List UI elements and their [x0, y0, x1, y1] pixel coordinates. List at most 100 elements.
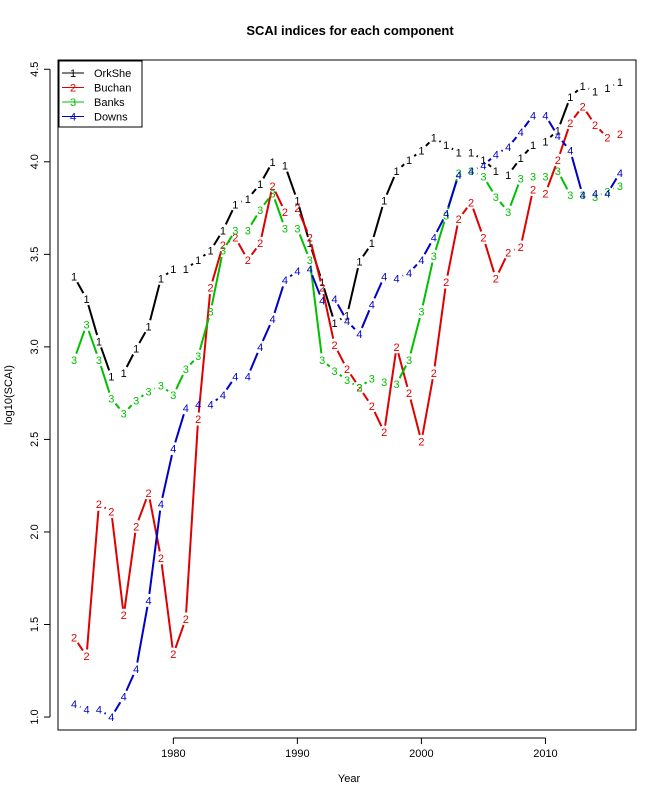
data-point: 3	[555, 166, 561, 178]
data-point: 4	[394, 273, 400, 285]
data-point: 1	[232, 199, 238, 211]
series-segment	[237, 242, 246, 255]
series-segment	[423, 242, 432, 255]
data-point: 1	[617, 77, 623, 89]
series-segment	[561, 140, 567, 147]
data-point: 4	[567, 146, 573, 158]
series-segment	[485, 181, 494, 192]
data-point: 1	[83, 294, 89, 306]
y-tick-label: 2.0	[29, 524, 41, 539]
data-point: 2	[406, 388, 412, 400]
series-segment	[260, 191, 273, 238]
data-point: 1	[220, 225, 226, 237]
data-point: 1	[294, 196, 300, 208]
series-segment	[261, 324, 271, 342]
data-point: 3	[505, 207, 511, 219]
data-point: 2	[257, 238, 263, 250]
data-point: 2	[518, 242, 524, 254]
data-point: 1	[480, 155, 486, 167]
data-point: 1	[468, 148, 474, 160]
data-point: 3	[394, 379, 400, 391]
series-segment	[472, 208, 483, 232]
data-point: 1	[443, 140, 449, 152]
data-point: 3	[108, 394, 114, 406]
series-segment	[336, 350, 345, 364]
plot-frame	[57, 59, 637, 731]
data-point: 4	[493, 149, 499, 161]
series-segment	[140, 394, 144, 398]
series-segment	[573, 110, 580, 119]
data-point: 2	[83, 651, 89, 663]
data-point: 3	[270, 188, 276, 200]
data-point: 4	[270, 314, 276, 326]
legend-item-orkshe: 1 OrkShe	[62, 68, 131, 80]
data-point: 4	[555, 131, 561, 143]
data-point: 4	[332, 294, 338, 306]
data-point: 3	[443, 210, 449, 222]
data-point: 2	[220, 240, 226, 252]
series-segment	[425, 141, 431, 147]
data-point: 1	[555, 125, 561, 137]
data-point: 2	[344, 364, 350, 376]
series-segment	[262, 166, 271, 179]
legend-marker: 2	[70, 83, 76, 95]
series-segment	[213, 235, 221, 246]
data-point: 4	[468, 166, 474, 178]
series-segment	[148, 499, 161, 552]
data-point: 1	[257, 179, 263, 191]
series-segment	[104, 712, 107, 715]
data-point: 4	[108, 712, 114, 724]
series-segment	[434, 221, 446, 251]
series-segment	[524, 149, 530, 155]
data-point: 1	[356, 257, 362, 269]
series-segment	[322, 293, 335, 339]
data-point: 1	[431, 133, 437, 145]
y-tick-label: 1.5	[29, 617, 41, 632]
data-point: 3	[133, 396, 139, 408]
legend-label: Downs	[94, 112, 128, 124]
data-point: 2	[418, 436, 424, 448]
data-point: 2	[580, 101, 586, 113]
data-point: 1	[145, 322, 151, 334]
data-point: 2	[617, 129, 623, 141]
data-point: 4	[319, 296, 325, 308]
data-point: 4	[71, 699, 77, 711]
data-point: 1	[493, 166, 499, 178]
series-segment	[189, 360, 195, 366]
data-point: 2	[121, 610, 127, 622]
x-tick-label: 2010	[533, 748, 557, 760]
data-point: 2	[207, 283, 213, 295]
series-segment	[225, 235, 233, 246]
series-segment	[148, 510, 162, 595]
data-point: 3	[480, 172, 486, 184]
series-segment	[360, 309, 371, 329]
series-segment	[409, 317, 421, 354]
series-segment	[298, 234, 309, 255]
data-point: 2	[505, 247, 511, 259]
series-segment	[76, 281, 85, 294]
series-segment	[190, 262, 194, 267]
data-point: 4	[480, 160, 486, 172]
series-segment	[104, 506, 107, 510]
series-segment	[339, 374, 343, 378]
legend: 1 OrkShe 2 Buchan 3 Banks 4 Downs	[58, 60, 143, 128]
data-point: 1	[542, 136, 548, 148]
series-segment	[263, 197, 270, 206]
series-segment	[123, 532, 137, 609]
series-segment	[500, 149, 504, 152]
series-segment	[461, 207, 468, 215]
data-point: 3	[96, 355, 102, 367]
data-point: 3	[332, 366, 338, 378]
y-axis: 1.0 1.5 2.0 2.5 3.0 3.5 4.0 4.5	[29, 62, 51, 725]
chart-title: SCAI indices for each component	[246, 23, 454, 38]
data-point: 3	[71, 355, 77, 367]
series-segment	[352, 382, 355, 386]
series-segment	[336, 303, 345, 316]
data-point: 4	[207, 399, 213, 411]
series-segment	[136, 606, 149, 663]
legend-marker: 4	[70, 112, 76, 124]
data-point: 3	[580, 190, 586, 202]
